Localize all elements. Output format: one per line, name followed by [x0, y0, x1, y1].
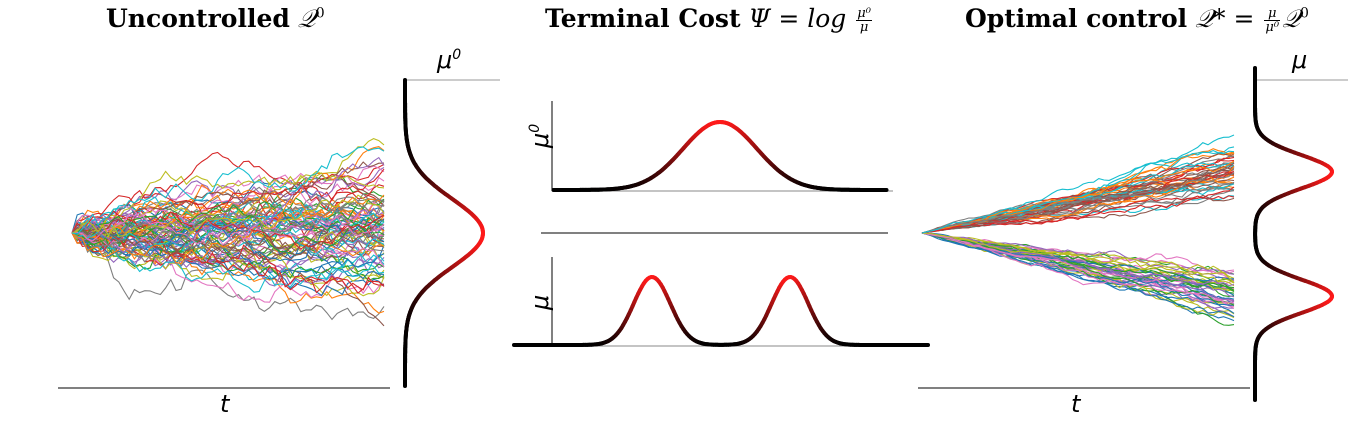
path-line — [71, 146, 385, 235]
path-line — [921, 232, 1235, 287]
path-line — [921, 232, 1235, 306]
path-line — [71, 170, 385, 234]
right-terminal-density — [1253, 66, 1334, 402]
middle-title: Terminal Cost Ψ = log μ⁰ μ — [545, 4, 872, 35]
path-line — [921, 156, 1235, 234]
path-line — [921, 187, 1235, 234]
path-line — [921, 194, 1235, 234]
uncontrolled-paths — [71, 137, 385, 327]
path-line — [71, 151, 385, 234]
left-title: Uncontrolled 𝒬0 — [106, 4, 325, 33]
path-line — [921, 173, 1235, 234]
path-line — [921, 162, 1235, 234]
right-title: Optimal control 𝒬* = μ μ⁰ 𝒬0 — [965, 4, 1309, 35]
mu-density-curve — [512, 275, 930, 347]
path-line — [921, 171, 1235, 234]
left-terminal-density — [403, 78, 485, 388]
path-line — [71, 156, 385, 254]
right-density-label: μ — [1292, 46, 1308, 74]
path-line — [71, 232, 385, 286]
middle-title-fraction: μ⁰ μ — [856, 6, 872, 35]
path-line — [71, 232, 385, 321]
path-line — [71, 146, 385, 241]
path-line — [921, 150, 1235, 234]
path-line — [71, 194, 385, 265]
path-line — [921, 186, 1235, 234]
right-xlabel: t — [1071, 390, 1081, 418]
optimal-paths — [921, 134, 1235, 326]
left-density-label: μ0 — [437, 46, 462, 74]
path-line — [71, 229, 385, 293]
right-title-fraction: μ μ⁰ — [1264, 6, 1281, 35]
path-line — [71, 219, 385, 256]
path-line — [71, 214, 385, 258]
path-line — [71, 165, 385, 235]
path-line — [921, 232, 1235, 284]
path-line — [921, 232, 1235, 304]
path-line — [71, 214, 385, 269]
path-line — [71, 194, 385, 237]
mu0-density-curve — [551, 120, 889, 192]
path-line — [71, 232, 385, 294]
path-line — [71, 212, 385, 246]
path-line — [921, 232, 1235, 275]
path-line — [71, 198, 385, 246]
path-line — [71, 198, 385, 247]
left-xlabel: t — [220, 390, 230, 418]
path-line — [921, 232, 1235, 306]
